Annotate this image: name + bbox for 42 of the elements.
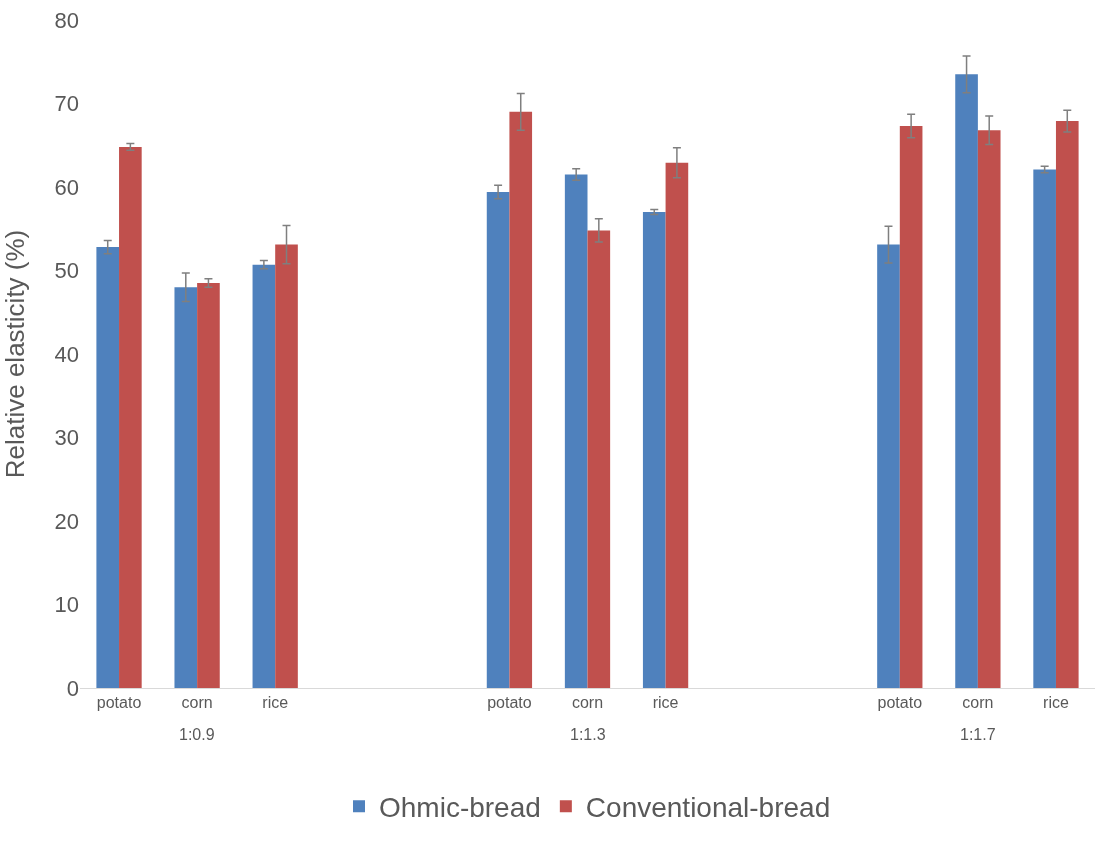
bar xyxy=(899,126,923,688)
x-tick-label: rice xyxy=(1043,694,1069,712)
bar xyxy=(252,264,276,688)
x-tick-label: rice xyxy=(262,694,289,712)
bar xyxy=(1055,121,1079,688)
y-tick-label: 10 xyxy=(54,592,79,618)
y-tick-label: 70 xyxy=(54,91,79,117)
bar xyxy=(977,130,1001,688)
x-tick-label: potato xyxy=(487,694,532,712)
bar xyxy=(877,244,900,688)
text: 1:1.3 xyxy=(570,726,606,743)
y-axis-title: Relative elasticity (%) xyxy=(0,229,30,479)
y-tick-label: 40 xyxy=(54,341,79,367)
bar xyxy=(119,146,142,688)
bar xyxy=(955,74,978,688)
legend-label: Ohmic-bread xyxy=(379,792,541,824)
y-tick-label: 50 xyxy=(54,258,79,284)
legend-label: Conventional-bread xyxy=(585,792,831,824)
y-tick-label: 30 xyxy=(54,425,79,451)
y-tick-label: 0 xyxy=(66,675,79,701)
x-tick-label: potato xyxy=(877,694,923,712)
y-tick-label: 60 xyxy=(54,174,79,200)
bar xyxy=(509,111,533,688)
x-tick-label: potato xyxy=(96,694,142,712)
x-tick-label: corn xyxy=(962,694,994,712)
bar xyxy=(1033,169,1056,688)
bar xyxy=(96,247,120,688)
text: 1:0.9 xyxy=(179,726,215,743)
bar xyxy=(174,287,198,688)
y-tick-label: 80 xyxy=(54,7,79,33)
bar xyxy=(564,174,588,688)
x-tick-label: corn xyxy=(181,694,213,712)
x-tick-label: rice xyxy=(652,694,679,712)
bar xyxy=(486,192,510,688)
bar xyxy=(197,283,220,688)
bar xyxy=(642,212,666,688)
bar xyxy=(665,162,689,688)
bar xyxy=(275,244,298,688)
bar xyxy=(587,230,611,688)
text: 1:1.7 xyxy=(960,726,996,743)
x-tick-label: corn xyxy=(571,694,604,712)
y-tick-label: 20 xyxy=(54,508,79,534)
